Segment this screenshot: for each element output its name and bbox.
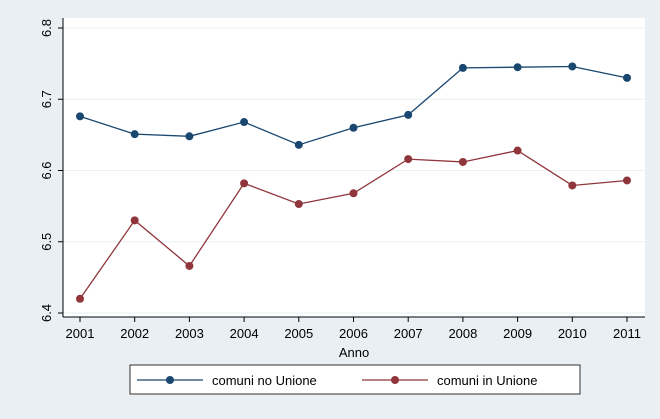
x-tick-label: 2004: [230, 326, 259, 341]
data-point: [240, 179, 249, 188]
data-point: [623, 73, 631, 82]
y-tick-label: 6.7: [39, 90, 54, 108]
data-point: [294, 199, 303, 208]
data-point: [76, 294, 84, 303]
legend-label: comuni no Unione: [212, 373, 317, 388]
data-point: [349, 123, 358, 132]
y-tick-label: 6.6: [39, 161, 54, 179]
y-tick-label: 6.4: [39, 304, 54, 322]
data-point: [513, 146, 522, 155]
data-point: [294, 140, 303, 149]
data-point: [513, 63, 522, 72]
legend-marker: [166, 376, 174, 384]
x-tick-label: 2005: [284, 326, 313, 341]
data-point: [185, 261, 194, 270]
x-tick-label: 2010: [558, 326, 587, 341]
legend: comuni no Unione comuni in Unione: [129, 364, 581, 395]
axes: 6.4 6.5 6.6 6.7 6.8 2001 2002 2003 2004 2005 2006 2…: [39, 18, 645, 341]
data-point: [130, 216, 139, 225]
data-point: [185, 132, 194, 141]
x-tick-label: 2001: [66, 326, 95, 341]
legend-box: [129, 364, 581, 395]
data-point: [404, 110, 413, 119]
x-tick-label: 2009: [503, 326, 532, 341]
x-axis-title: Anno: [339, 345, 369, 360]
x-tick-label: 2002: [120, 326, 149, 341]
legend-label: comuni in Unione: [437, 373, 537, 388]
data-point: [458, 63, 467, 72]
data-point: [568, 181, 577, 190]
data-point: [76, 112, 84, 121]
data-point: [349, 189, 358, 198]
plot-area: [63, 18, 645, 317]
data-point: [568, 62, 577, 71]
x-tick-label: 2011: [613, 326, 641, 341]
legend-marker: [391, 376, 399, 384]
x-tick-label: 2007: [394, 326, 423, 341]
data-point: [404, 155, 413, 164]
data-point: [240, 118, 249, 127]
y-tick-label: 6.8: [39, 19, 54, 37]
data-point: [458, 157, 467, 166]
x-tick-label: 2006: [339, 326, 368, 341]
x-tick-label: 2003: [175, 326, 204, 341]
data-point: [623, 176, 631, 185]
data-point: [130, 130, 139, 139]
series-layer: [76, 62, 631, 303]
x-tick-label: 2008: [448, 326, 477, 341]
y-tick-label: 6.5: [39, 233, 54, 251]
